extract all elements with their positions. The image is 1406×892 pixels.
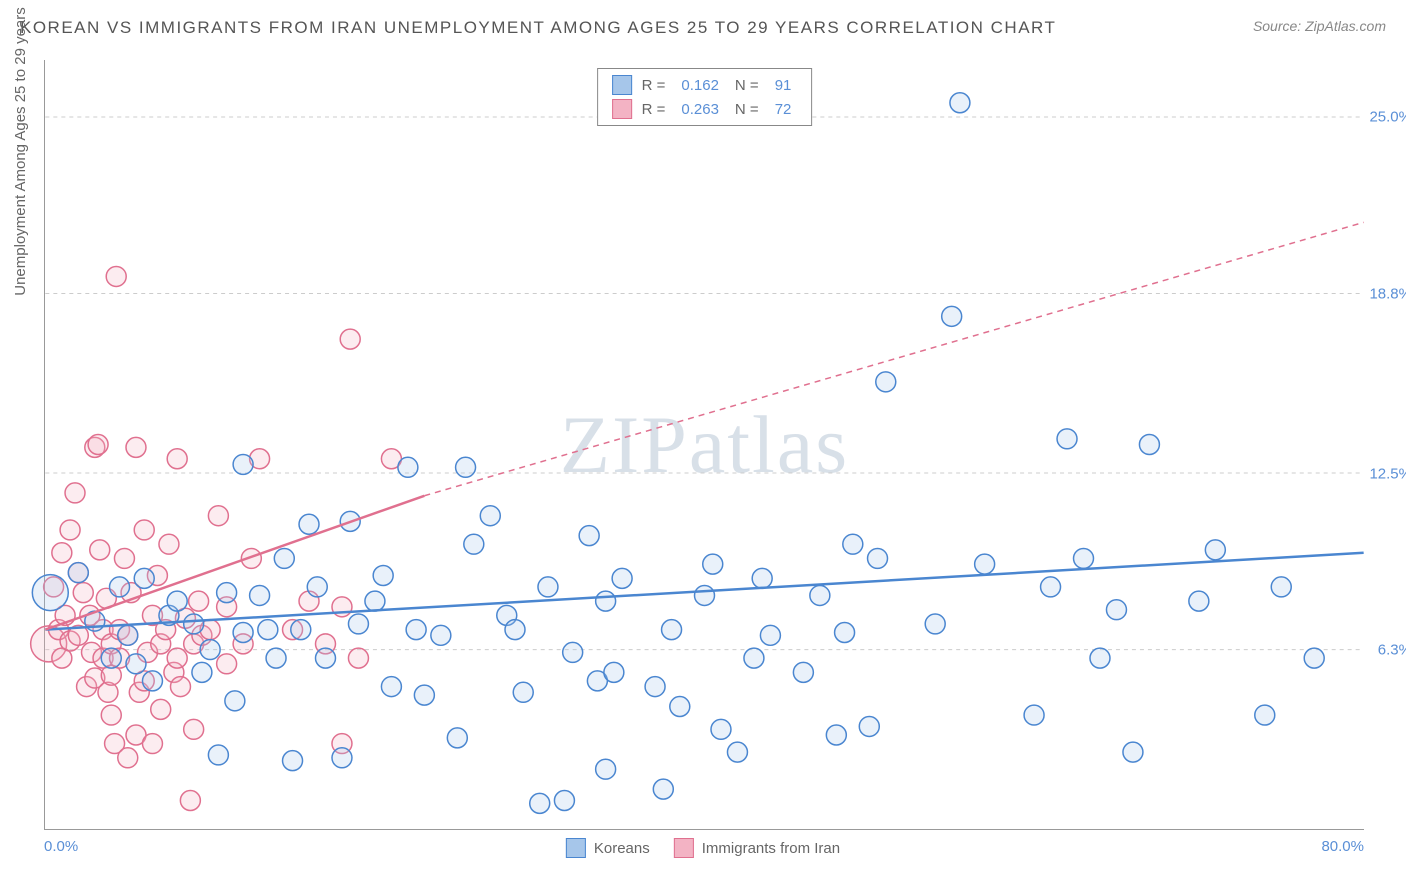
chart-container: KOREAN VS IMMIGRANTS FROM IRAN UNEMPLOYM… [0,0,1406,892]
x-tick-min: 0.0% [44,838,78,855]
plot-area: ZIPatlas R = 0.162 N = 91 R = 0.263 N = … [44,60,1364,830]
legend-row-iran: R = 0.263 N = 72 [612,99,798,119]
r-value-iran: 0.263 [681,101,719,118]
y-axis-label: Unemployment Among Ages 25 to 29 years [12,7,29,296]
x-tick-max: 80.0% [1321,838,1364,855]
y-tick-label: 18.8% [1369,285,1406,302]
y-tick-label: 25.0% [1369,109,1406,126]
scatter-svg [45,60,1364,829]
n-value-iran: 72 [775,101,792,118]
legend-item-iran: Immigrants from Iran [674,838,840,858]
r-label: R = [642,77,666,94]
legend-swatch-iran [612,99,632,119]
source-value: ZipAtlas.com [1305,18,1386,34]
r-label: R = [642,101,666,118]
legend-row-koreans: R = 0.162 N = 91 [612,75,798,95]
chart-title: KOREAN VS IMMIGRANTS FROM IRAN UNEMPLOYM… [20,18,1056,38]
legend-swatch-koreans [612,75,632,95]
source-attribution: Source: ZipAtlas.com [1253,18,1386,34]
n-label: N = [735,77,759,94]
y-tick-label: 6.3% [1378,642,1406,659]
r-value-koreans: 0.162 [681,77,719,94]
legend-swatch-iran [674,838,694,858]
n-value-koreans: 91 [775,77,792,94]
legend-swatch-koreans [566,838,586,858]
legend-label-koreans: Koreans [594,840,650,857]
source-label: Source: [1253,18,1301,34]
correlation-legend: R = 0.162 N = 91 R = 0.263 N = 72 [597,68,813,126]
series-legend: Koreans Immigrants from Iran [566,838,840,858]
n-label: N = [735,101,759,118]
legend-item-koreans: Koreans [566,838,650,858]
y-tick-label: 12.5% [1369,465,1406,482]
legend-label-iran: Immigrants from Iran [702,840,840,857]
